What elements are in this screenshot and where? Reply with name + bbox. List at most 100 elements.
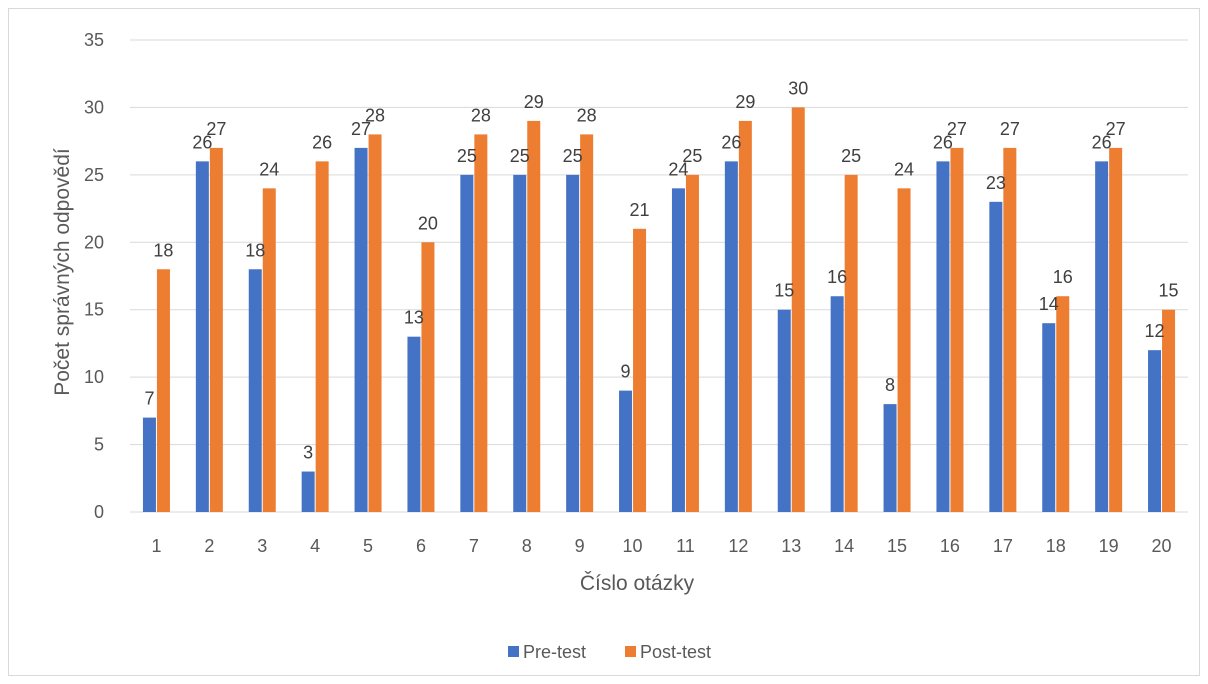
data-label-pre-test: 26 bbox=[721, 132, 741, 152]
data-label-post-test: 26 bbox=[312, 132, 332, 152]
data-label-post-test: 24 bbox=[894, 159, 914, 179]
x-tick-label: 11 bbox=[676, 536, 695, 556]
y-tick-label: 20 bbox=[84, 232, 104, 252]
x-tick-label: 19 bbox=[1099, 536, 1119, 556]
bar-pre-test bbox=[777, 309, 791, 512]
bar-pre-test bbox=[619, 390, 633, 512]
bar-pre-test bbox=[195, 161, 209, 512]
x-tick-label: 20 bbox=[1152, 536, 1172, 556]
bar-post-test bbox=[1003, 147, 1017, 512]
bar-pre-test bbox=[354, 147, 368, 512]
x-tick-label: 18 bbox=[1046, 536, 1066, 556]
bar-pre-test bbox=[460, 174, 474, 512]
data-label-post-test: 20 bbox=[418, 213, 438, 233]
data-labels: 7182627182432627281320252825292528921242… bbox=[144, 78, 1178, 462]
data-label-pre-test: 24 bbox=[668, 159, 688, 179]
bar-pre-test bbox=[513, 174, 527, 512]
bar-pre-test bbox=[724, 161, 738, 512]
data-label-pre-test: 26 bbox=[1092, 132, 1112, 152]
x-tick-label: 6 bbox=[416, 536, 426, 556]
bar-pre-test bbox=[830, 296, 844, 512]
x-tick-label: 1 bbox=[151, 536, 161, 556]
data-label-pre-test: 15 bbox=[774, 281, 794, 301]
x-tick-label: 4 bbox=[310, 536, 320, 556]
data-label-post-test: 25 bbox=[682, 146, 702, 166]
y-axis-title: Počet správných odpovědí bbox=[51, 148, 74, 396]
x-tick-label: 7 bbox=[469, 536, 479, 556]
bar-post-test bbox=[1162, 309, 1176, 512]
legend-swatch-post-test bbox=[625, 646, 636, 657]
data-label-post-test: 27 bbox=[206, 119, 226, 139]
data-label-pre-test: 12 bbox=[1145, 321, 1165, 341]
bar-post-test bbox=[1109, 147, 1123, 512]
data-label-post-test: 21 bbox=[630, 200, 650, 220]
x-tick-label: 9 bbox=[575, 536, 585, 556]
bar-pre-test bbox=[671, 188, 685, 513]
x-tick-labels: 1 2 3 4 5 6 7 8 9 10 11 12 13 14 15 16 17 18 19 20 bbox=[151, 536, 1171, 556]
bar-post-test bbox=[474, 134, 488, 512]
bar-post-test bbox=[156, 269, 170, 512]
data-label-pre-test: 3 bbox=[303, 443, 313, 463]
bar-pre-test bbox=[936, 161, 950, 512]
data-label-pre-test: 25 bbox=[457, 146, 477, 166]
bar-pre-test bbox=[1042, 323, 1056, 512]
bar-post-test bbox=[685, 174, 699, 512]
x-tick-label: 3 bbox=[257, 536, 267, 556]
x-tick-label: 16 bbox=[940, 536, 960, 556]
data-label-post-test: 18 bbox=[153, 240, 173, 260]
legend-label-post-test: Post-test bbox=[640, 642, 711, 662]
bar-post-test bbox=[315, 161, 329, 512]
bar-pre-test bbox=[1095, 161, 1109, 512]
y-tick-label: 5 bbox=[94, 435, 104, 455]
bar-pre-test bbox=[989, 201, 1003, 513]
y-tick-label: 35 bbox=[84, 30, 104, 50]
bar-post-test bbox=[368, 134, 382, 512]
data-label-pre-test: 23 bbox=[986, 173, 1006, 193]
x-tick-label: 14 bbox=[834, 536, 854, 556]
data-label-pre-test: 7 bbox=[144, 389, 154, 409]
x-tick-label: 10 bbox=[623, 536, 643, 556]
bar-post-test bbox=[791, 107, 805, 512]
data-label-pre-test: 26 bbox=[933, 132, 953, 152]
data-label-post-test: 27 bbox=[1000, 119, 1020, 139]
data-label-pre-test: 25 bbox=[563, 146, 583, 166]
bar-post-test bbox=[950, 147, 964, 512]
data-label-post-test: 16 bbox=[1053, 267, 1073, 287]
bar-post-test bbox=[897, 188, 911, 513]
bar-post-test bbox=[421, 242, 435, 513]
bar-pre-test bbox=[248, 269, 262, 512]
bar-pre-test bbox=[142, 417, 156, 512]
legend-swatch-pre-test bbox=[508, 646, 519, 657]
data-label-post-test: 29 bbox=[524, 92, 544, 112]
data-label-post-test: 30 bbox=[788, 78, 808, 98]
bar-post-test bbox=[738, 120, 752, 513]
data-label-post-test: 27 bbox=[947, 119, 967, 139]
data-label-post-test: 28 bbox=[577, 105, 597, 125]
data-label-pre-test: 26 bbox=[192, 132, 212, 152]
x-tick-label: 5 bbox=[363, 536, 373, 556]
bar-pre-test bbox=[407, 336, 421, 512]
legend-label-pre-test: Pre-test bbox=[523, 642, 586, 662]
x-tick-label: 2 bbox=[204, 536, 214, 556]
data-label-pre-test: 8 bbox=[885, 375, 895, 395]
data-label-pre-test: 13 bbox=[404, 308, 424, 328]
x-tick-label: 15 bbox=[887, 536, 907, 556]
data-label-pre-test: 27 bbox=[351, 119, 371, 139]
bar-post-test bbox=[527, 120, 541, 513]
bars bbox=[142, 107, 1176, 513]
data-label-pre-test: 25 bbox=[510, 146, 530, 166]
y-tick-label: 30 bbox=[84, 97, 104, 117]
x-tick-label: 12 bbox=[728, 536, 748, 556]
data-label-post-test: 15 bbox=[1159, 281, 1179, 301]
data-label-pre-test: 14 bbox=[1039, 294, 1059, 314]
bar-post-test bbox=[633, 228, 647, 513]
x-tick-label: 8 bbox=[522, 536, 532, 556]
bar-post-test bbox=[844, 174, 858, 512]
bar-pre-test bbox=[1148, 350, 1162, 512]
data-label-post-test: 28 bbox=[365, 105, 385, 125]
x-tick-label: 13 bbox=[781, 536, 801, 556]
y-tick-label: 0 bbox=[94, 502, 104, 522]
bar-post-test bbox=[1056, 296, 1070, 512]
x-axis-title: Číslo otázky bbox=[580, 572, 695, 595]
